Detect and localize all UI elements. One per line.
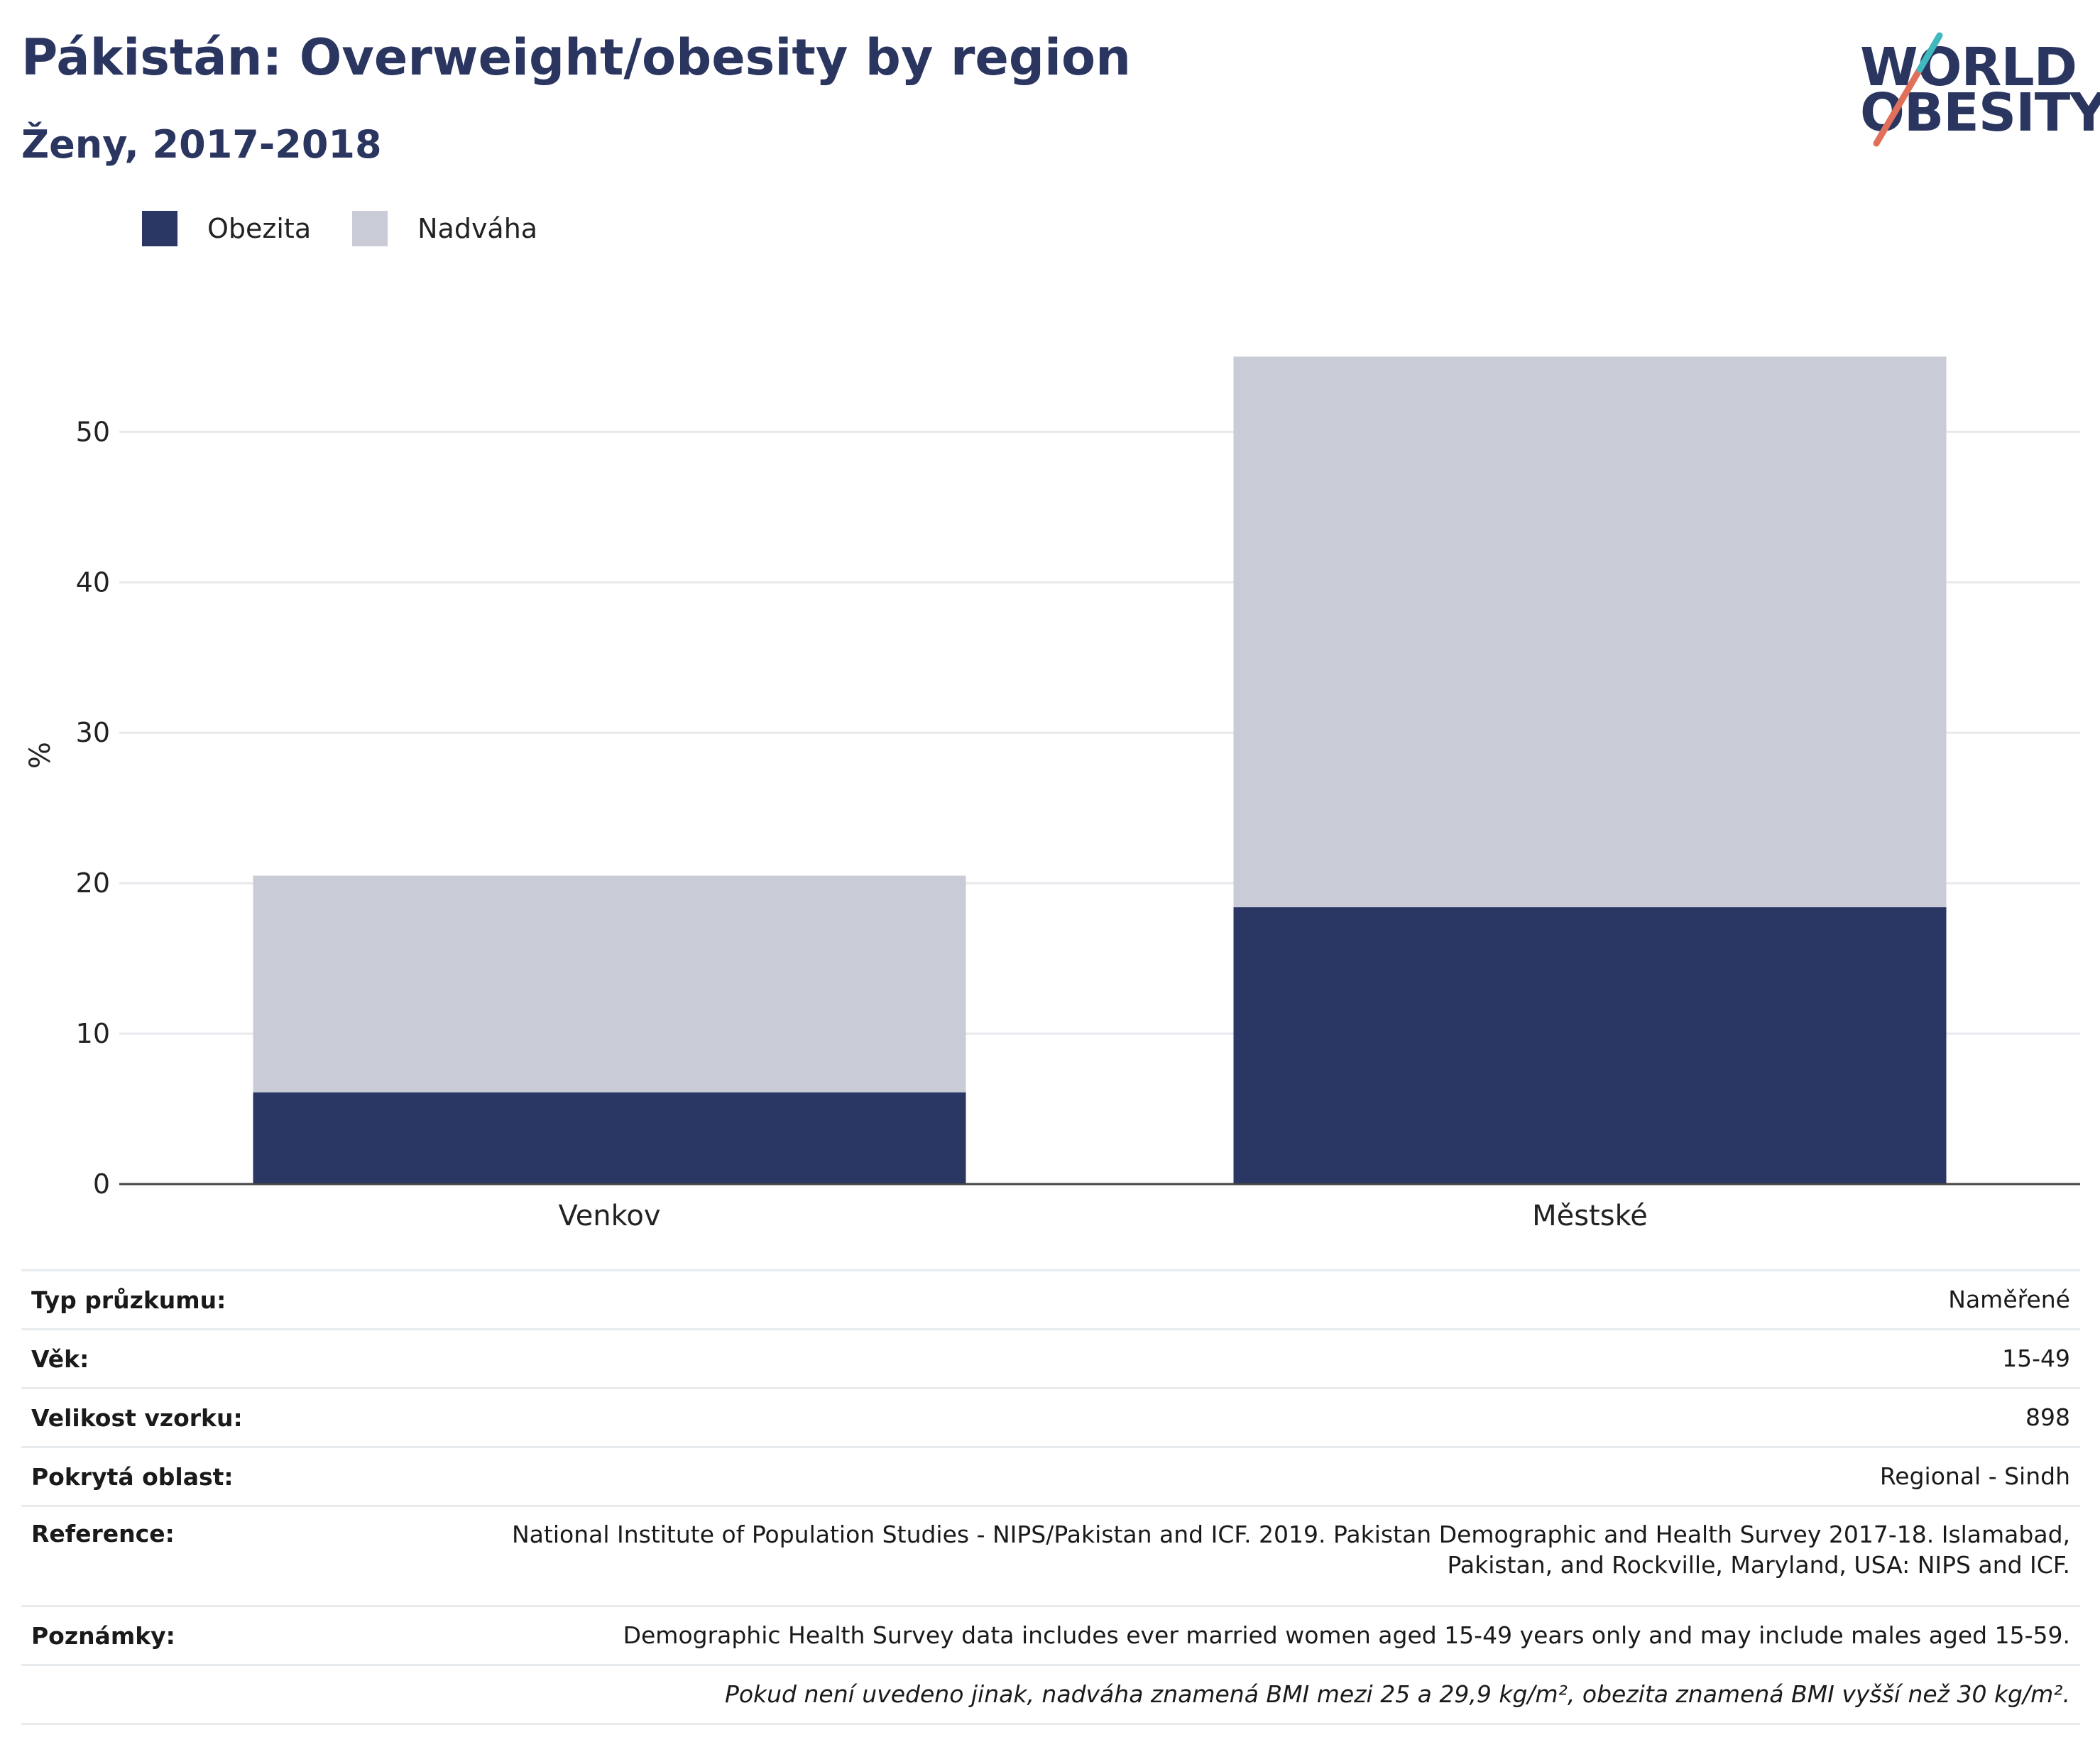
world-obesity-logo: WORLD OBESITY — [1853, 28, 2100, 149]
bar-obezita-1 — [1233, 907, 1947, 1184]
info-value: National Institute of Population Studies… — [439, 1506, 2080, 1607]
info-row-reference: Reference: National Institute of Populat… — [21, 1506, 2080, 1607]
info-value: 898 — [439, 1388, 2080, 1448]
info-key: Pokrytá oblast: — [21, 1447, 439, 1507]
y-tick-label: 0 — [93, 1168, 110, 1200]
logo-line-1: WORLD — [1860, 37, 2077, 98]
bar-chart: 0 10 20 30 40 50% Venkov Městské — [24, 356, 2080, 1232]
footnote: Pokud není uvedeno jinak, nadváha znamen… — [439, 1665, 2080, 1725]
info-row-sample-size: Velikost vzorku: 898 — [21, 1388, 2080, 1448]
legend-item-obezita[interactable]: Obezita — [142, 211, 311, 246]
x-tick-label: Venkov — [558, 1200, 660, 1232]
info-value: Naměřené — [439, 1269, 2080, 1330]
legend-label-nadvaha: Nadváha — [417, 213, 538, 244]
y-axis-label: % — [24, 742, 57, 769]
info-value: 15-49 — [439, 1329, 2080, 1389]
logo-slash-icon — [1873, 32, 1943, 147]
info-key-empty — [21, 1665, 439, 1725]
info-row-notes: Poznámky: Demographic Health Survey data… — [21, 1606, 2080, 1666]
y-tick-label: 40 — [76, 566, 110, 598]
logo-line-2: OBESITY — [1860, 82, 2100, 143]
info-key: Věk: — [21, 1329, 439, 1389]
survey-info-table: Typ průzkumu: Naměřené Věk: 15-49 Veliko… — [21, 1269, 2080, 1725]
x-tick-label: Městské — [1532, 1200, 1648, 1232]
y-tick-label: 30 — [76, 717, 110, 748]
legend: Obezita Nadváha — [142, 210, 579, 247]
info-row-footnote: Pokud není uvedeno jinak, nadváha znamen… — [21, 1665, 2080, 1725]
y-tick-label: 10 — [76, 1018, 110, 1049]
bar-nadváha-1 — [1233, 356, 1947, 908]
bar-nadváha-0 — [253, 875, 966, 1092]
legend-item-nadvaha[interactable]: Nadváha — [352, 211, 537, 246]
info-row-survey-type: Typ průzkumu: Naměřené — [21, 1269, 2080, 1330]
legend-swatch-obezita — [142, 211, 177, 246]
info-key: Typ průzkumu: — [21, 1269, 439, 1330]
legend-swatch-nadvaha — [352, 211, 388, 246]
reference-line-2: Pakistan, and Rockville, Maryland, USA: … — [1447, 1550, 2070, 1579]
info-key: Reference: — [21, 1506, 439, 1607]
info-key: Velikost vzorku: — [21, 1388, 439, 1448]
info-value: Regional - Sindh — [439, 1447, 2080, 1507]
y-tick-label: 50 — [76, 416, 110, 447]
y-tick-label: 20 — [76, 867, 110, 899]
reference-line-1: National Institute of Population Studies… — [511, 1521, 2070, 1548]
info-row-age: Věk: 15-49 — [21, 1329, 2080, 1389]
info-value: Demographic Health Survey data includes … — [439, 1606, 2080, 1666]
chart-title: Pákistán: Overweight/obesity by region — [21, 28, 1131, 87]
info-key: Poznámky: — [21, 1606, 439, 1666]
chart-subtitle: Ženy, 2017-2018 — [21, 122, 382, 167]
info-row-area: Pokrytá oblast: Regional - Sindh — [21, 1447, 2080, 1507]
bar-obezita-0 — [253, 1092, 966, 1184]
legend-label-obezita: Obezita — [207, 213, 312, 244]
